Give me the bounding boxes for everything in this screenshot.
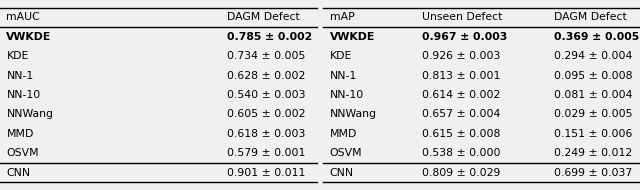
Text: NN-10: NN-10 bbox=[330, 90, 364, 100]
Text: 0.901 ± 0.011: 0.901 ± 0.011 bbox=[227, 168, 305, 178]
Text: DAGM Defect: DAGM Defect bbox=[227, 12, 300, 22]
Text: mAUC: mAUC bbox=[6, 12, 40, 22]
Text: OSVM: OSVM bbox=[330, 148, 362, 158]
Text: NN-10: NN-10 bbox=[6, 90, 41, 100]
Text: 0.734 ± 0.005: 0.734 ± 0.005 bbox=[227, 51, 305, 61]
Text: NNWang: NNWang bbox=[330, 109, 376, 120]
Text: OSVM: OSVM bbox=[6, 148, 39, 158]
Text: 0.081 ± 0.004: 0.081 ± 0.004 bbox=[554, 90, 632, 100]
Text: KDE: KDE bbox=[330, 51, 352, 61]
Text: mAP: mAP bbox=[330, 12, 355, 22]
Text: 0.967 ± 0.003: 0.967 ± 0.003 bbox=[422, 32, 508, 42]
Text: 0.151 ± 0.006: 0.151 ± 0.006 bbox=[554, 129, 632, 139]
Text: 0.615 ± 0.008: 0.615 ± 0.008 bbox=[422, 129, 500, 139]
Text: 0.699 ± 0.037: 0.699 ± 0.037 bbox=[554, 168, 632, 178]
Text: 0.579 ± 0.001: 0.579 ± 0.001 bbox=[227, 148, 305, 158]
Text: 0.628 ± 0.002: 0.628 ± 0.002 bbox=[227, 70, 305, 81]
Text: 0.540 ± 0.003: 0.540 ± 0.003 bbox=[227, 90, 306, 100]
Text: CNN: CNN bbox=[330, 168, 354, 178]
Text: 0.538 ± 0.000: 0.538 ± 0.000 bbox=[422, 148, 501, 158]
Text: CNN: CNN bbox=[6, 168, 31, 178]
Text: VWKDE: VWKDE bbox=[6, 32, 52, 42]
Text: 0.614 ± 0.002: 0.614 ± 0.002 bbox=[422, 90, 500, 100]
Text: 0.618 ± 0.003: 0.618 ± 0.003 bbox=[227, 129, 305, 139]
Text: VWKDE: VWKDE bbox=[330, 32, 375, 42]
Text: NN-1: NN-1 bbox=[6, 70, 34, 81]
Text: MMD: MMD bbox=[6, 129, 34, 139]
Text: 0.813 ± 0.001: 0.813 ± 0.001 bbox=[422, 70, 500, 81]
Text: KDE: KDE bbox=[6, 51, 29, 61]
Text: 0.809 ± 0.029: 0.809 ± 0.029 bbox=[422, 168, 500, 178]
Text: 0.029 ± 0.005: 0.029 ± 0.005 bbox=[554, 109, 632, 120]
Text: 0.657 ± 0.004: 0.657 ± 0.004 bbox=[422, 109, 500, 120]
Text: Unseen Defect: Unseen Defect bbox=[422, 12, 503, 22]
Text: 0.926 ± 0.003: 0.926 ± 0.003 bbox=[422, 51, 500, 61]
Text: 0.369 ± 0.005: 0.369 ± 0.005 bbox=[554, 32, 639, 42]
Text: 0.294 ± 0.004: 0.294 ± 0.004 bbox=[554, 51, 632, 61]
Text: 0.605 ± 0.002: 0.605 ± 0.002 bbox=[227, 109, 306, 120]
Text: 0.785 ± 0.002: 0.785 ± 0.002 bbox=[227, 32, 312, 42]
Text: 0.249 ± 0.012: 0.249 ± 0.012 bbox=[554, 148, 632, 158]
Text: 0.095 ± 0.008: 0.095 ± 0.008 bbox=[554, 70, 632, 81]
Text: MMD: MMD bbox=[330, 129, 357, 139]
Text: NN-1: NN-1 bbox=[330, 70, 357, 81]
Text: NNWang: NNWang bbox=[6, 109, 53, 120]
Text: DAGM Defect: DAGM Defect bbox=[554, 12, 627, 22]
